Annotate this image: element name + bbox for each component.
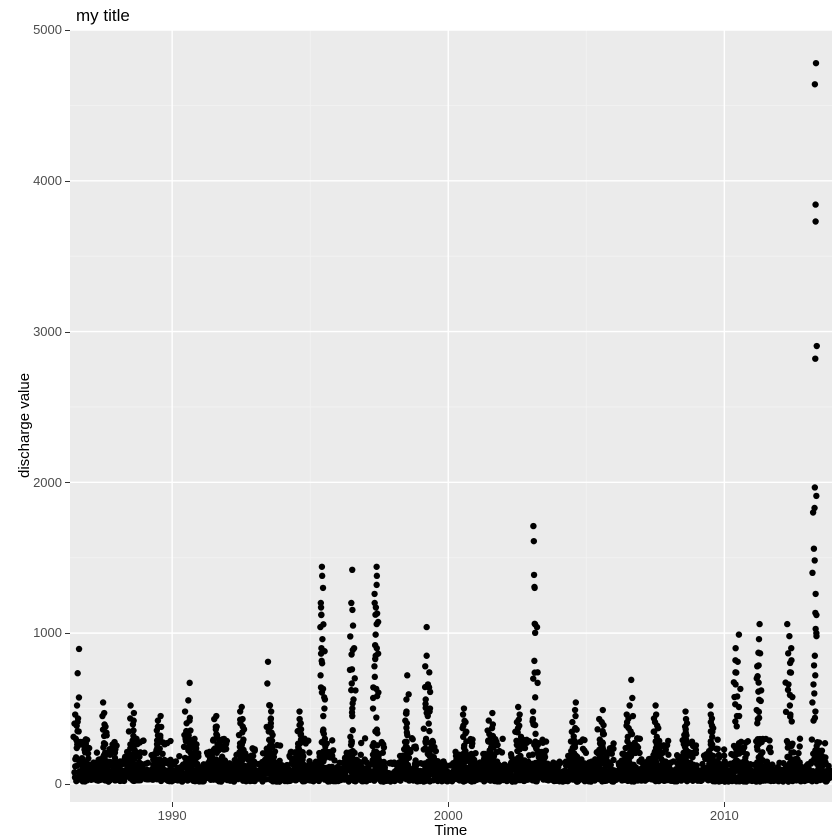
y-tick-label: 0 <box>22 776 62 791</box>
x-tick-mark <box>172 802 173 807</box>
y-axis-label: discharge value <box>16 373 33 478</box>
x-tick-label: 2000 <box>423 808 473 823</box>
y-tick-label: 5000 <box>22 22 62 37</box>
y-tick-label: 2000 <box>22 475 62 490</box>
x-tick-mark <box>448 802 449 807</box>
chart-container: my title discharge value Time 0 1000 2000 3… <box>0 0 840 840</box>
y-tick-mark <box>65 784 70 785</box>
x-tick-label: 1990 <box>147 808 197 823</box>
y-tick-mark <box>65 633 70 634</box>
x-tick-mark <box>724 802 725 807</box>
y-tick-mark <box>65 181 70 182</box>
plot-panel <box>70 30 832 802</box>
y-tick-label: 4000 <box>22 173 62 188</box>
y-tick-label: 3000 <box>22 324 62 339</box>
x-axis-label: Time <box>435 822 468 839</box>
y-tick-mark <box>65 482 70 483</box>
y-tick-label: 1000 <box>22 625 62 640</box>
y-tick-mark <box>65 332 70 333</box>
y-tick-mark <box>65 30 70 31</box>
x-tick-label: 2010 <box>699 808 749 823</box>
chart-title: my title <box>76 6 130 26</box>
